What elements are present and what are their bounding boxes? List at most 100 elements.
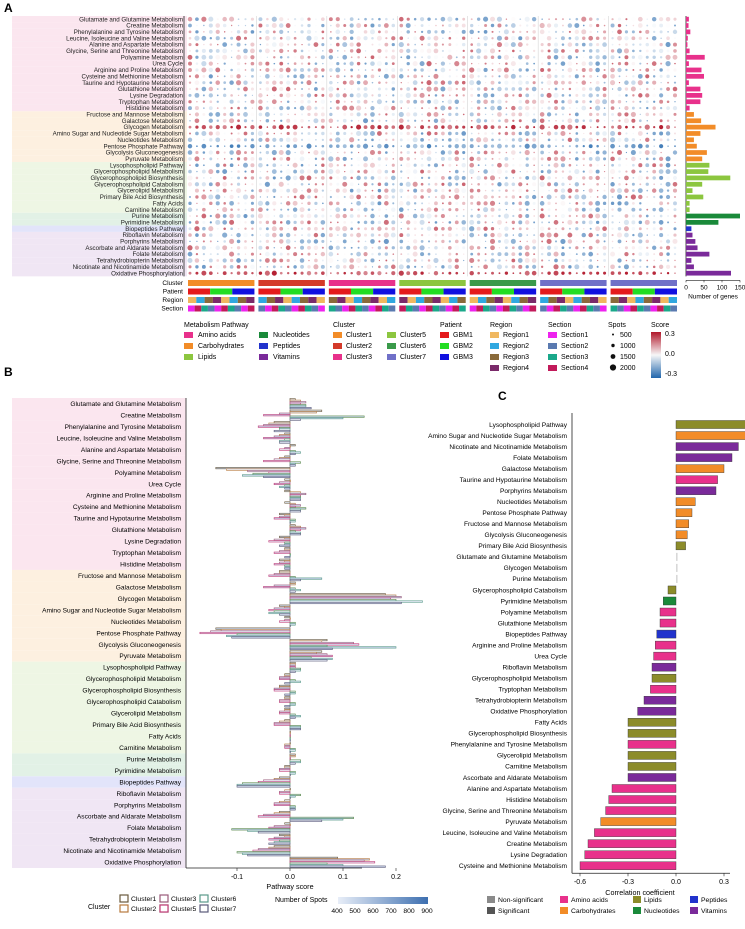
heatmap-dot [610,169,615,174]
heatmap-dot [294,260,296,262]
heatmap-dot [441,132,445,136]
heatmap-dot [371,75,375,79]
patient-annotation [258,289,280,295]
heatmap-dot [631,17,636,22]
heatmap-dot [660,119,663,122]
section-annotation [650,306,657,312]
heatmap-dot [209,259,213,263]
heatmap-dot [237,50,239,52]
heatmap-dot [251,183,253,185]
heatmap-dot [646,183,649,186]
heatmap-dot [617,258,621,262]
heatmap-dot [624,201,628,205]
heatmap-dot [188,207,193,212]
heatmap-dot [229,220,234,225]
heatmap-dot [497,163,502,168]
gene-count-bar [686,169,708,174]
heatmap-dot [470,49,473,52]
c-category-label: Glutathione Metabolism [498,620,568,627]
heatmap-dot [210,43,212,45]
region-annotation [238,297,246,303]
heatmap-dot [236,138,240,142]
heatmap-dot [294,158,297,161]
heatmap-dot [659,131,663,135]
heatmap-dot [498,240,501,243]
heatmap-dot [251,82,253,84]
heatmap-dot [307,233,310,236]
heatmap-dot [231,88,232,89]
heatmap-dot [589,144,593,148]
heatmap-dot [673,68,676,71]
heatmap-dot [595,156,600,161]
heatmap-dot [483,195,487,199]
patient-annotation [399,289,421,295]
heatmap-dot [236,258,241,263]
heatmap-dot [399,17,404,22]
heatmap-dot [229,201,234,206]
heatmap-dot [188,106,192,110]
heatmap-dot [442,75,445,78]
heatmap-dot [365,44,367,46]
heatmap-dot [477,253,480,256]
heatmap-dot [189,81,191,83]
heatmap-dot [498,81,501,84]
heatmap-dot [351,221,353,223]
heatmap-dot [237,119,240,122]
b-bar [279,545,290,546]
heatmap-dot [330,25,332,27]
heatmap-dot [356,188,360,192]
heatmap-dot [252,107,253,108]
heatmap-dot [370,106,374,110]
heatmap-dot [471,107,473,109]
heatmap-dot [505,138,508,141]
heatmap-dot [358,120,359,121]
heatmap-dot [243,112,248,117]
heatmap-dot [217,253,219,255]
heatmap-dot [243,55,247,59]
heatmap-dot [336,157,340,161]
heatmap-dot [454,175,459,180]
heatmap-dot [526,43,528,45]
patient-annotation [421,289,443,295]
heatmap-dot [631,36,635,40]
b-bar [290,465,295,466]
heatmap-dot [541,157,544,160]
heatmap-dot [660,30,663,33]
b-bar [274,690,290,691]
heatmap-dot [533,107,536,110]
heatmap-dot [399,271,404,276]
heatmap-dot [322,260,324,262]
heatmap-dot [364,234,367,237]
heatmap-dot [391,233,396,238]
heatmap-dot [554,23,558,27]
heatmap-dot [414,158,415,159]
c-bar [663,597,676,605]
heatmap-dot [575,182,579,186]
heatmap-dot [560,156,565,161]
heatmap-dot [673,93,677,97]
section-annotation [637,306,644,312]
heatmap-dot [322,228,324,230]
heatmap-dot [604,171,605,172]
heatmap-dot [597,126,599,128]
heatmap-dot [470,202,473,205]
heatmap-dot [666,42,671,47]
c-legend-label: Lipids [644,897,662,904]
heatmap-dot [569,151,571,153]
gene-count-bar [686,252,709,257]
heatmap-dot [449,196,451,198]
heatmap-dot [434,30,437,33]
heatmap-dot [230,107,232,109]
heatmap-dot [356,131,361,136]
heatmap-dot [279,30,283,34]
heatmap-dot [504,163,508,167]
heatmap-dot [363,156,368,161]
heatmap-dot [646,240,649,243]
section-annotation [670,306,677,312]
legend-region-swatch [490,365,499,371]
heatmap-dot [456,69,458,71]
c-category-label: Primary Bile Acid Biosynthesis [478,543,567,550]
region-annotation [449,297,457,303]
heatmap-dot [189,164,190,165]
heatmap-dot [215,68,220,73]
